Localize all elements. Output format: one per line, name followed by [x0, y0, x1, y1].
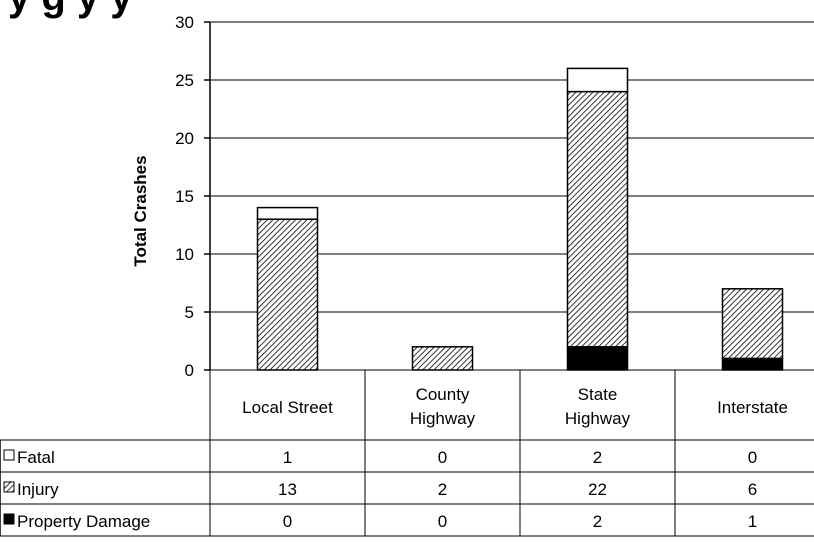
- data-table: Local Street County Highway State Highway Int…: [0, 370, 814, 537]
- bar-fatal-2: [566, 67, 629, 93]
- category-label-line: Highway: [565, 409, 631, 428]
- category-label-line: County: [416, 385, 470, 404]
- category-label-3: Interstate: [717, 398, 788, 417]
- table-cell-property-damage-1: 0: [438, 512, 447, 531]
- legend-key-injury: [3, 481, 15, 493]
- y-axis-ticks: 0 5 10 15 20 25 30: [175, 13, 210, 380]
- table-cell-fatal-3: 0: [748, 448, 757, 467]
- bar-fatal-0: [256, 206, 319, 220]
- table-cell-property-damage-2: 2: [593, 512, 602, 531]
- legend-label-injury: Injury: [17, 480, 59, 499]
- chart-title-fragment: y g y y: [8, 0, 133, 19]
- category-label-line: Highway: [410, 409, 476, 428]
- bar-injury-0: [256, 218, 319, 371]
- table-cell-injury-1: 2: [438, 480, 447, 499]
- table-cell-injury-0: 13: [278, 480, 297, 499]
- bar-injury-3: [721, 288, 784, 360]
- table-cell-fatal-1: 0: [438, 448, 447, 467]
- category-label-2: State Highway: [565, 385, 631, 428]
- legend-label-fatal: Fatal: [17, 448, 55, 467]
- y-tick-label-30: 30: [175, 13, 194, 32]
- category-label-line: State: [578, 385, 618, 404]
- table-cell-injury-3: 6: [748, 480, 757, 499]
- bars: [256, 67, 784, 371]
- y-tick-label-0: 0: [185, 361, 194, 380]
- table-cell-fatal-2: 2: [593, 448, 602, 467]
- y-tick-label-15: 15: [175, 187, 194, 206]
- y-tick-label-20: 20: [175, 129, 194, 148]
- y-tick-label-25: 25: [175, 71, 194, 90]
- legend-key-property-damage: [3, 513, 15, 525]
- y-axis-label: Total Crashes: [131, 155, 150, 266]
- bar-injury-2: [566, 90, 629, 348]
- table-cell-injury-2: 22: [588, 480, 607, 499]
- category-label-1: County Highway: [410, 385, 476, 428]
- table-cell-property-damage-3: 1: [748, 512, 757, 531]
- y-tick-label-10: 10: [175, 245, 194, 264]
- bar-injury-1: [411, 346, 474, 371]
- legend-label-property-damage: Property Damage: [17, 512, 150, 531]
- table-cell-fatal-0: 1: [283, 448, 292, 467]
- category-label-0: Local Street: [242, 398, 333, 417]
- y-tick-label-5: 5: [185, 303, 194, 322]
- legend-key-fatal: [3, 449, 15, 461]
- bar-property-damage-3: [721, 357, 784, 371]
- bar-property-damage-2: [566, 346, 629, 371]
- table-cell-property-damage-0: 0: [283, 512, 292, 531]
